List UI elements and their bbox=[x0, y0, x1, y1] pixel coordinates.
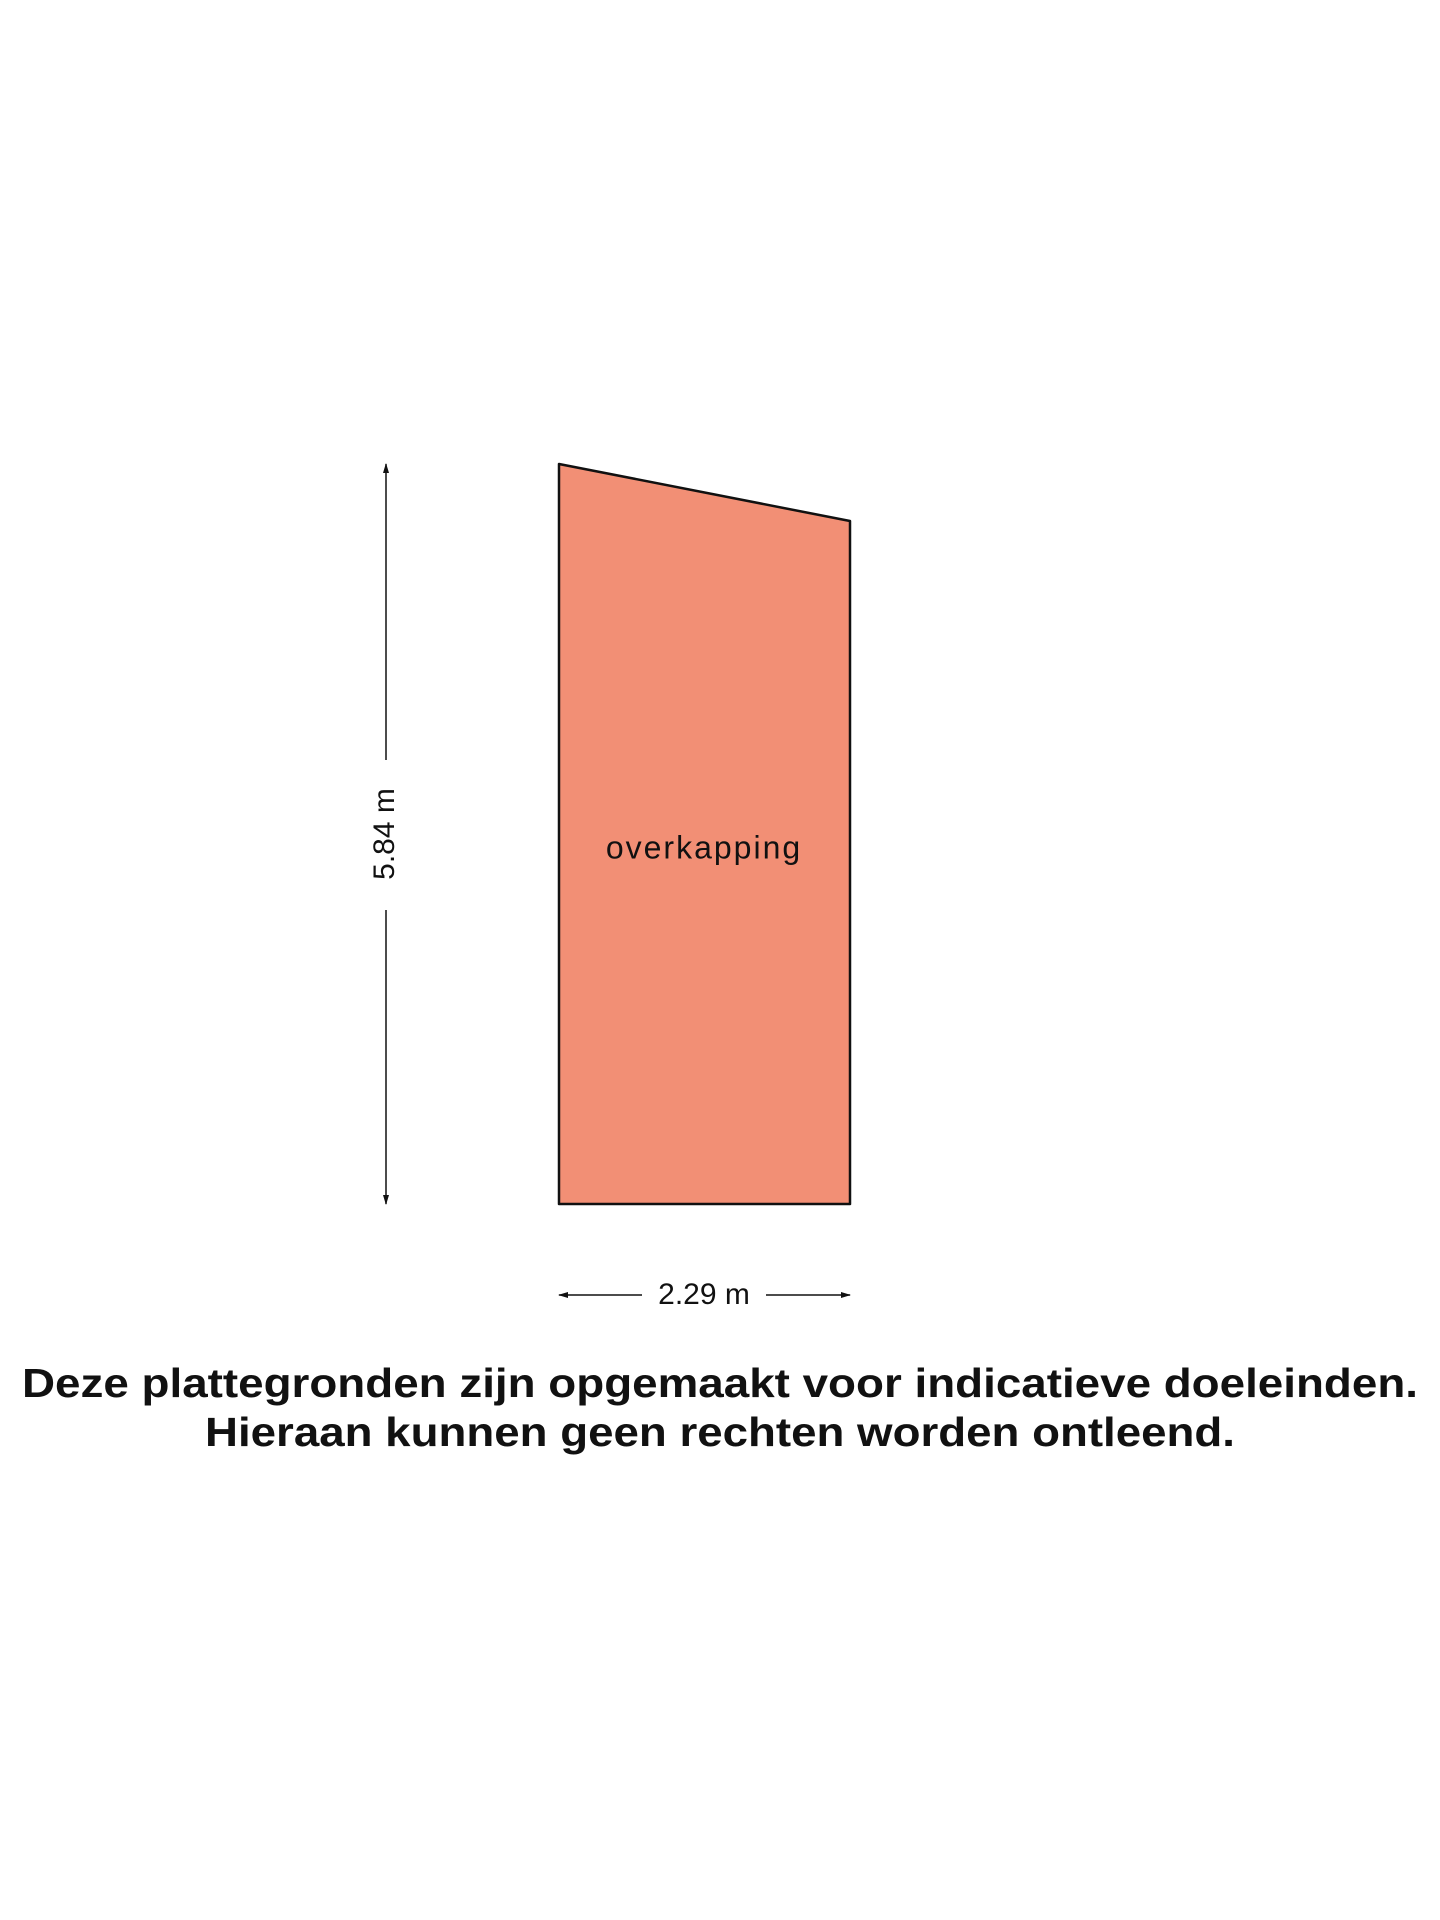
height-dimension: 5.84 m bbox=[368, 788, 401, 880]
width-dimension: 2.29 m bbox=[658, 1278, 750, 1311]
room-shape bbox=[557, 462, 852, 1206]
disclaimer-line: Hieraan kunnen geen rechten worden ontle… bbox=[205, 1409, 1235, 1455]
room-label: overkapping bbox=[606, 829, 802, 865]
disclaimer-line: Deze plattegronden zijn opgemaakt voor i… bbox=[22, 1360, 1418, 1406]
